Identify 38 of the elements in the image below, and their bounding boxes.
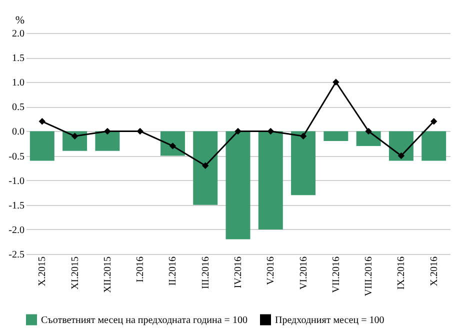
x-tick-label: II.2016 bbox=[168, 256, 179, 286]
y-tick-label: -2.5 bbox=[8, 250, 24, 260]
point bbox=[202, 162, 209, 169]
x-tick-label: XII.2015 bbox=[102, 256, 114, 293]
x-tick-label: VIII.2016 bbox=[364, 256, 375, 296]
point bbox=[332, 78, 340, 86]
y-tick-label: 2.0 bbox=[12, 28, 24, 40]
point bbox=[398, 152, 405, 160]
x-tick-label: VII.2016 bbox=[330, 256, 342, 293]
x-tick-label: X.2016 bbox=[428, 256, 440, 286]
y-tick-label: -1.0 bbox=[8, 176, 24, 187]
y-tick-label: 0.5 bbox=[12, 102, 24, 114]
point bbox=[136, 128, 144, 135]
point bbox=[430, 118, 438, 125]
y-tick-label: -0.5 bbox=[8, 151, 24, 162]
legend-label: Съответният месец на предходната година = 100 bbox=[41, 314, 248, 326]
y-tick-label: -1.5 bbox=[8, 200, 24, 212]
legend-label: Предходният месец = 100 bbox=[275, 314, 384, 326]
y-tick-label: 1.5 bbox=[12, 53, 24, 64]
x-tick-label: I.2016 bbox=[135, 256, 146, 282]
x-tick-label: V.2016 bbox=[266, 256, 277, 285]
x-tick-label: III.2016 bbox=[200, 256, 212, 289]
point bbox=[365, 128, 372, 135]
point bbox=[300, 132, 307, 140]
y-tick-label: 1.0 bbox=[12, 78, 24, 89]
y-axis-title: % bbox=[15, 14, 24, 26]
point bbox=[104, 128, 111, 135]
point bbox=[71, 132, 78, 140]
x-tick-label: XI.2015 bbox=[70, 256, 81, 290]
x-tick-label: IX.2016 bbox=[396, 256, 408, 290]
point bbox=[234, 128, 242, 135]
x-tick-label: X.2015 bbox=[37, 256, 48, 286]
x-tick-label: VI.2016 bbox=[298, 256, 310, 290]
point bbox=[267, 128, 274, 135]
y-tick-label: 0.0 bbox=[12, 126, 24, 138]
point bbox=[38, 118, 46, 125]
x-tick-label: IV.2016 bbox=[233, 256, 244, 288]
y-tick-label: -2.0 bbox=[8, 224, 24, 236]
